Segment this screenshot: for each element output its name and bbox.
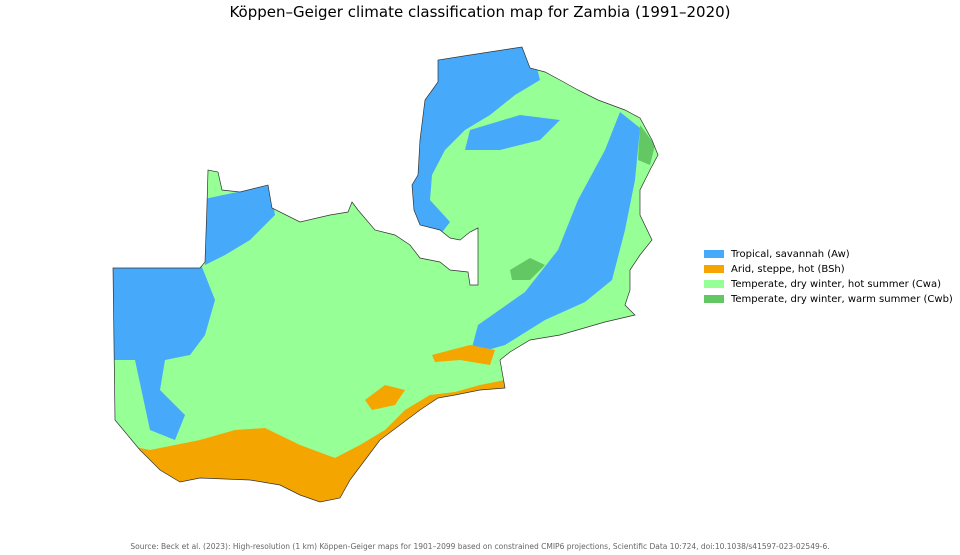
legend-swatch — [704, 280, 724, 288]
region-bsh — [365, 385, 405, 410]
legend-swatch — [704, 250, 724, 258]
region-bsh — [113, 380, 505, 502]
legend: Tropical, savannah (Aw) Arid, steppe, hot… — [704, 249, 953, 305]
region-cwb — [638, 125, 655, 165]
legend-swatch — [704, 295, 724, 303]
legend-swatch — [704, 265, 724, 273]
region-cwb — [510, 258, 545, 280]
region-aw — [410, 47, 540, 235]
legend-label: Temperate, dry winter, warm summer (Cwb) — [730, 294, 953, 305]
map-regions — [113, 47, 658, 502]
region-aw — [200, 185, 275, 265]
map-title: Köppen–Geiger climate classification map… — [229, 3, 730, 21]
region-aw — [465, 115, 560, 150]
source-note: Source: Beck et al. (2023): High-resolut… — [130, 542, 829, 551]
legend-label: Tropical, savannah (Aw) — [730, 249, 850, 260]
region-aw — [113, 260, 215, 440]
region-aw — [470, 112, 640, 355]
legend-label: Temperate, dry winter, hot summer (Cwa) — [730, 279, 941, 290]
legend-label: Arid, steppe, hot (BSh) — [731, 264, 845, 275]
region-bsh — [432, 345, 495, 365]
